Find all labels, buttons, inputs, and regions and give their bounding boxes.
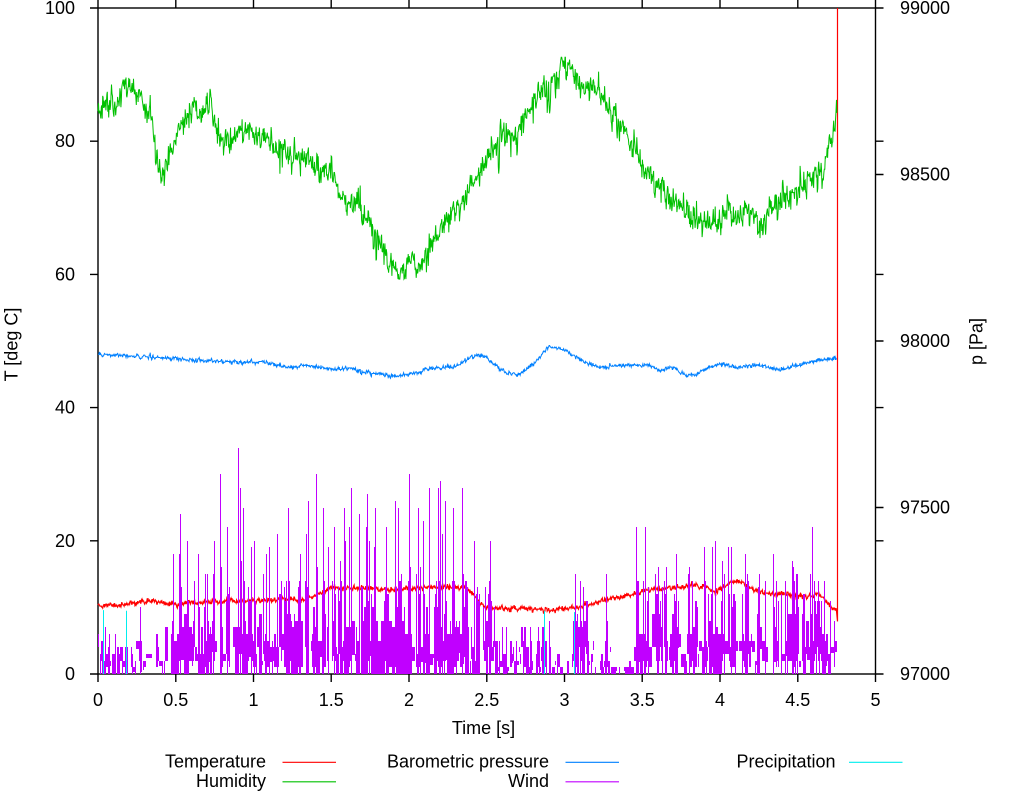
svg-text:4.5: 4.5 bbox=[785, 690, 810, 710]
svg-text:Wind: Wind bbox=[508, 771, 549, 791]
svg-text:Precipitation: Precipitation bbox=[736, 752, 835, 772]
svg-text:0: 0 bbox=[93, 690, 103, 710]
svg-text:98500: 98500 bbox=[900, 165, 950, 185]
svg-text:4: 4 bbox=[715, 690, 725, 710]
svg-text:60: 60 bbox=[55, 264, 75, 284]
svg-text:T [deg C]: T [deg C] bbox=[2, 308, 22, 382]
svg-text:3.5: 3.5 bbox=[630, 690, 655, 710]
svg-text:99000: 99000 bbox=[900, 0, 950, 18]
svg-text:1: 1 bbox=[248, 690, 258, 710]
svg-text:97500: 97500 bbox=[900, 498, 950, 518]
svg-text:3: 3 bbox=[559, 690, 569, 710]
svg-text:Barometric pressure: Barometric pressure bbox=[387, 752, 549, 772]
svg-text:40: 40 bbox=[55, 398, 75, 418]
svg-text:Time [s]: Time [s] bbox=[452, 718, 515, 738]
svg-text:20: 20 bbox=[55, 531, 75, 551]
svg-text:5: 5 bbox=[870, 690, 880, 710]
svg-text:98000: 98000 bbox=[900, 331, 950, 351]
svg-text:0: 0 bbox=[65, 664, 75, 684]
svg-text:80: 80 bbox=[55, 131, 75, 151]
svg-text:2.5: 2.5 bbox=[474, 690, 499, 710]
svg-text:p [Pa]: p [Pa] bbox=[967, 318, 987, 365]
svg-text:0.5: 0.5 bbox=[163, 690, 188, 710]
svg-text:1.5: 1.5 bbox=[319, 690, 344, 710]
svg-text:Humidity: Humidity bbox=[196, 771, 266, 791]
svg-text:100: 100 bbox=[45, 0, 75, 18]
svg-text:Temperature: Temperature bbox=[165, 752, 266, 772]
svg-text:97000: 97000 bbox=[900, 664, 950, 684]
svg-text:2: 2 bbox=[404, 690, 414, 710]
